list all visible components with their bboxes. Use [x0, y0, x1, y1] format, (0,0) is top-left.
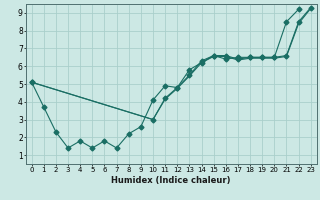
X-axis label: Humidex (Indice chaleur): Humidex (Indice chaleur) [111, 176, 231, 185]
